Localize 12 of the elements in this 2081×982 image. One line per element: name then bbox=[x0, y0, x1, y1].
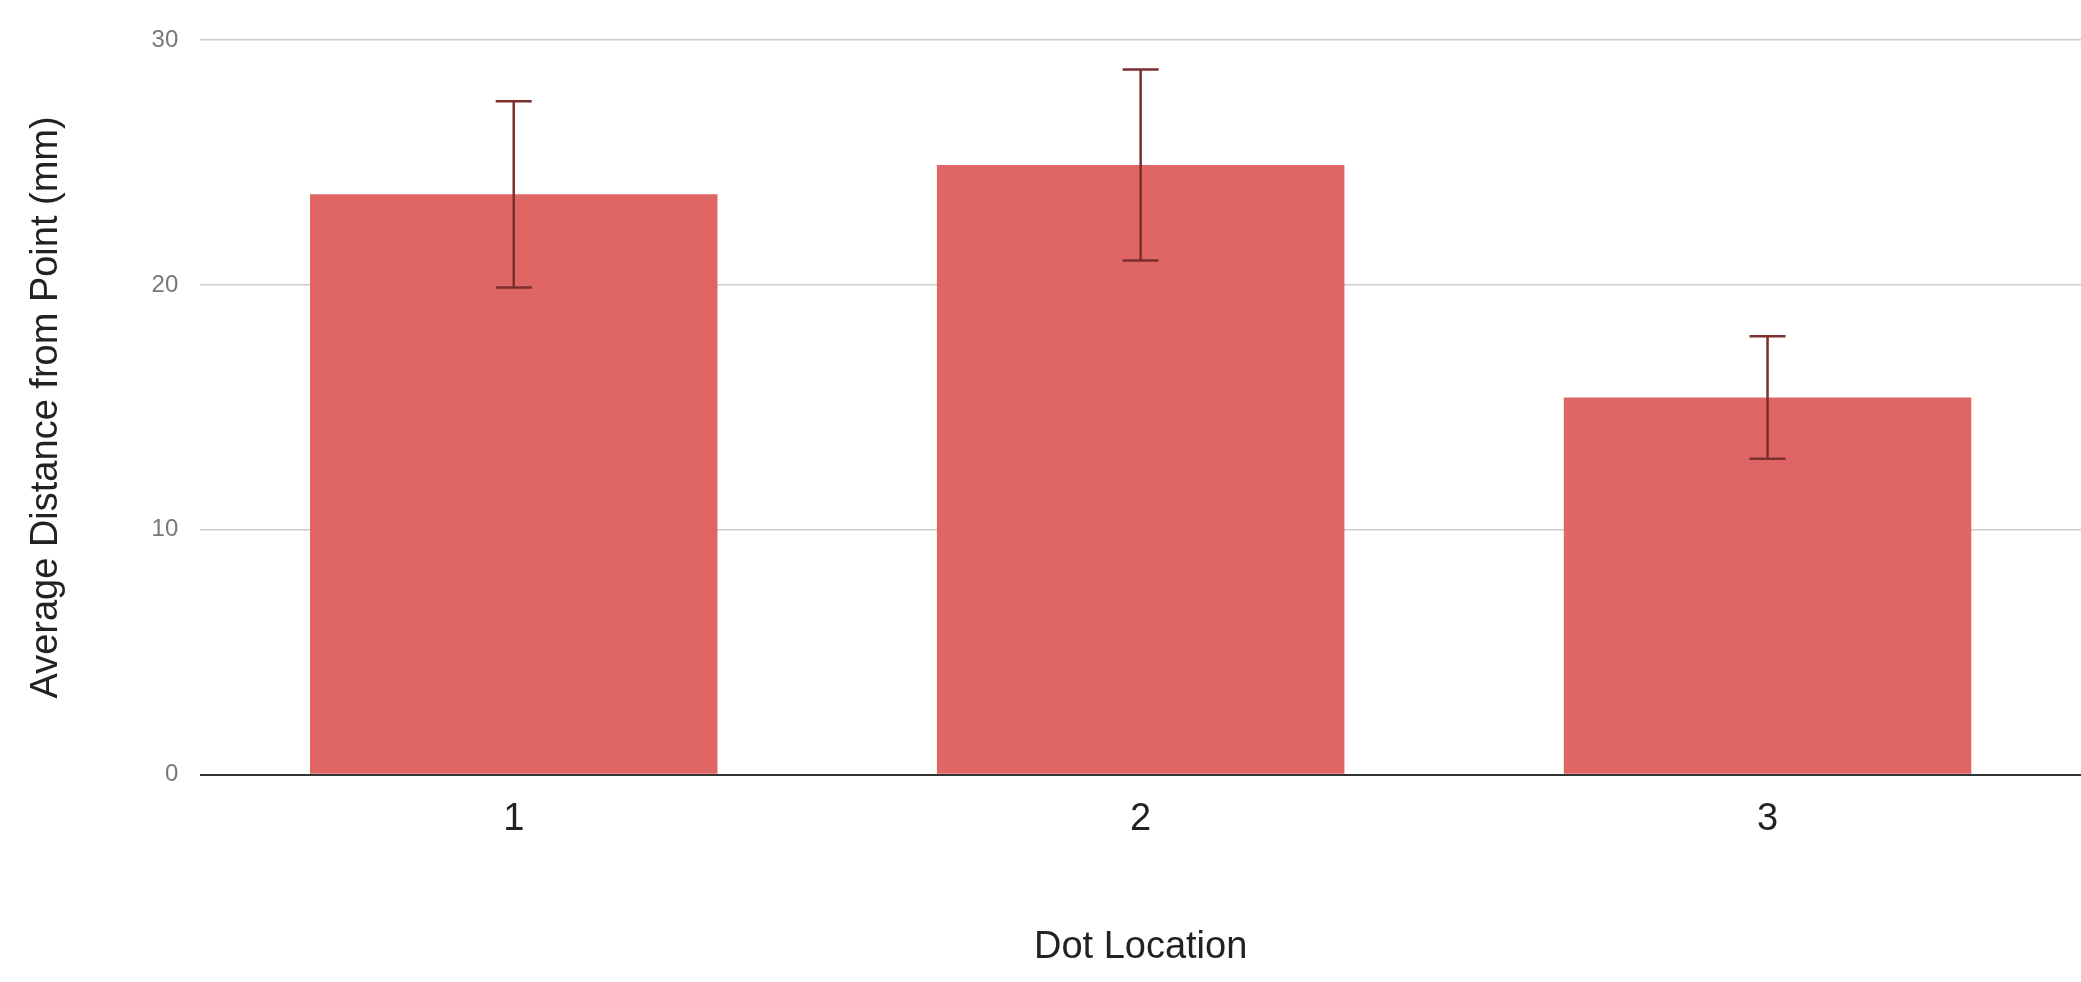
y-tick-label: 20 bbox=[151, 269, 179, 297]
bar bbox=[1563, 397, 1972, 774]
x-tick-label: 2 bbox=[1130, 796, 1152, 839]
bar bbox=[936, 164, 1345, 774]
x-tick-label: 3 bbox=[1756, 796, 1779, 839]
y-tick-label: 30 bbox=[151, 24, 179, 52]
y-tick-label: 10 bbox=[151, 514, 179, 542]
y-tick-label: 0 bbox=[164, 759, 179, 787]
x-tick-label: 1 bbox=[503, 796, 525, 839]
bar bbox=[310, 194, 718, 774]
y-axis-title: Average Distance from Point (mm) bbox=[23, 116, 66, 699]
x-axis-title: Dot Location bbox=[1033, 923, 1248, 966]
